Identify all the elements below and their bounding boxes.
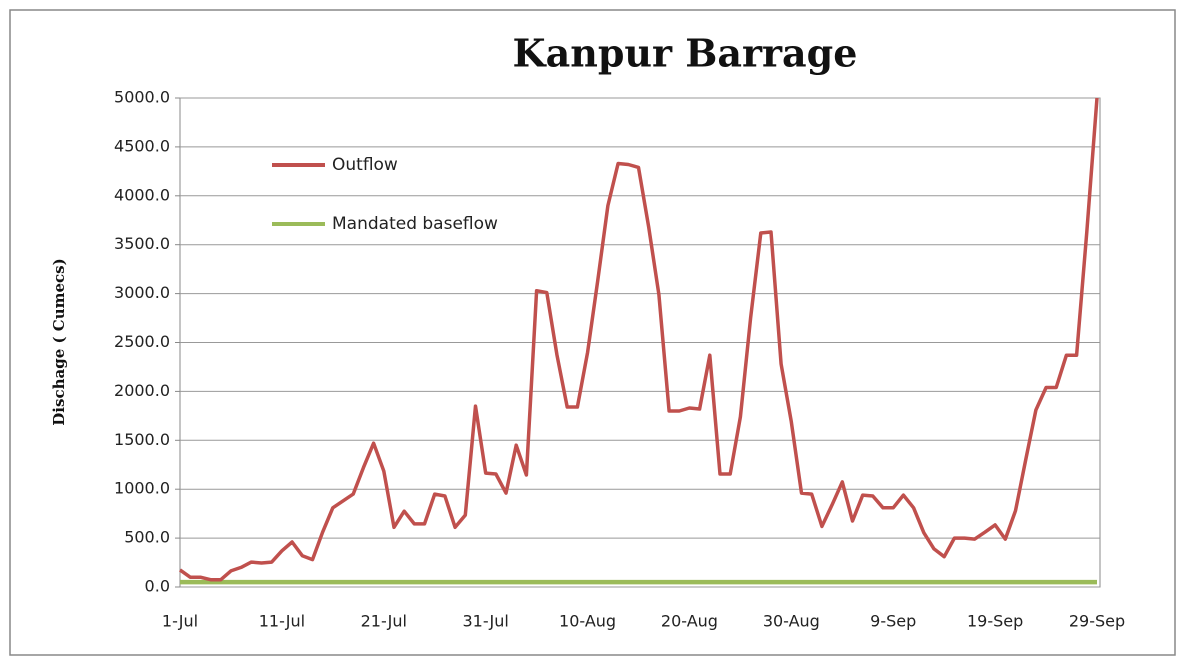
y-tick-label: 2000.0 [114,381,170,400]
y-axis-label: Dischage ( Cumecs) [50,258,68,425]
y-tick-label: 1500.0 [114,430,170,449]
x-tick-label: 1-Jul [162,612,198,631]
series-line [178,97,1099,582]
y-tick-label: 0.0 [145,577,170,596]
x-tick-label: 19-Sep [967,612,1023,631]
x-tick-label: 31-Jul [463,612,509,631]
x-tick-label: 11-Jul [259,612,305,631]
y-tick-label: 1000.0 [114,479,170,498]
legend-label: Mandated baseflow [332,214,498,234]
y-tick-label: 4000.0 [114,185,170,204]
x-tick-label: 30-Aug [763,612,820,631]
y-tick-label: 3500.0 [114,234,170,253]
y-tick-label: 3000.0 [114,283,170,302]
x-tick-label: 9-Sep [870,612,916,631]
y-tick-label: 4500.0 [114,136,170,155]
legend-label: Outflow [332,155,398,175]
y-tick-label: 5000.0 [114,88,170,107]
y-tick-label: 500.0 [124,528,170,547]
y-tick-label: 2500.0 [114,332,170,351]
chart-title: Kanpur Barrage [513,31,858,76]
x-tick-label: 20-Aug [661,612,718,631]
x-tick-label: 21-Jul [361,612,407,631]
x-tick-label: 10-Aug [559,612,616,631]
x-tick-label: 29-Sep [1069,612,1125,631]
